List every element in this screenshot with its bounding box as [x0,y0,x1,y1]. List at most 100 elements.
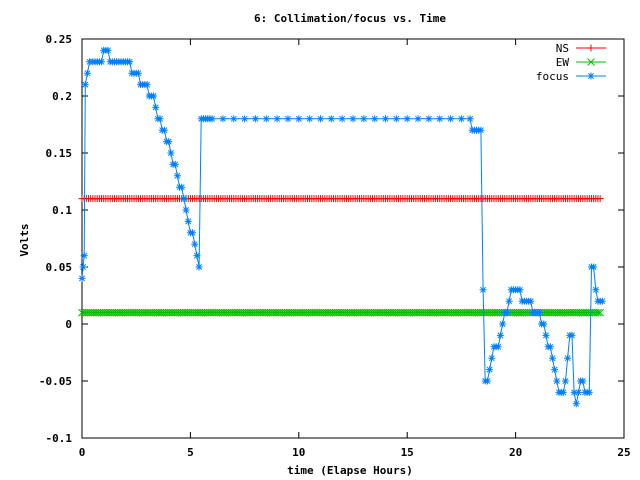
data-point [382,115,390,123]
data-point [553,377,561,385]
data-point [208,115,216,123]
data-point [579,377,587,385]
data-point [83,69,91,77]
data-point [551,366,559,374]
data-point [425,115,433,123]
data-point [371,115,379,123]
data-point [503,309,511,317]
y-tick-label: 0.05 [46,261,73,274]
x-tick-label: 5 [187,446,194,459]
data-point [160,126,168,134]
data-point [349,115,357,123]
data-point [306,115,314,123]
series-ns [78,195,604,203]
data-point [570,388,578,396]
y-tick-label: -0.05 [39,375,72,388]
data-point [165,138,173,146]
series-focus [78,46,606,408]
data-point [178,183,186,191]
data-point [548,354,556,362]
data-point [171,160,179,168]
legend-label-focus: focus [536,70,569,83]
data-point [447,115,455,123]
x-axis-label: time (Elapse Hours) [287,464,413,477]
data-point [527,297,535,305]
data-point [126,58,134,66]
data-point [466,115,474,123]
legend-marker-ew [587,58,595,66]
data-point [596,195,604,203]
data-point [414,115,422,123]
data-point [143,81,151,89]
data-point [572,400,580,408]
data-point [392,115,400,123]
data-point [496,331,504,339]
y-tick-label: 0.1 [52,204,72,217]
data-point [457,115,465,123]
data-point [483,377,491,385]
data-point [561,377,569,385]
data-point [156,115,164,123]
data-point [535,309,543,317]
legend-label-ns: NS [556,42,569,55]
plot-border [81,38,625,439]
data-point [173,172,181,180]
data-point [559,388,567,396]
y-tick-label: 0.15 [46,147,73,160]
data-point [590,263,598,271]
series-layer [78,46,606,408]
data-point [598,297,606,305]
data-point [488,354,496,362]
data-point [134,69,142,77]
data-point [251,115,259,123]
data-point [486,366,494,374]
data-point [180,195,188,203]
data-point [284,115,292,123]
data-point [79,263,87,271]
legend-marker-ns [587,44,595,52]
data-point [338,115,346,123]
x-tick-label: 20 [509,446,522,459]
data-point [195,263,203,271]
data-point [477,126,485,134]
y-tick-label: 0.2 [52,90,72,103]
data-point [574,388,582,396]
data-point [542,331,550,339]
data-point [316,115,324,123]
plot-frame [81,38,625,439]
data-point [505,297,513,305]
data-point [98,58,106,66]
y-axis: -0.1 -0.05 0 0.05 0.1 0.15 0.2 0.25 [39,33,624,445]
data-point [230,115,238,123]
data-point [189,229,197,237]
data-point [546,343,554,351]
data-point [167,149,175,157]
chart-title: 6: Collimation/focus vs. Time [254,12,446,25]
data-point [540,320,548,328]
data-point [78,274,86,282]
data-point [494,343,502,351]
data-point [273,115,281,123]
data-point [184,217,192,225]
data-point [594,308,602,317]
data-point [360,115,368,123]
x-axis: 0 5 10 15 20 25 [79,39,631,459]
data-point [516,286,524,294]
y-tick-label: 0.25 [46,33,73,46]
x-tick-label: 0 [79,446,86,459]
x-tick-label: 15 [401,446,414,459]
data-point [219,115,227,123]
data-point [327,115,335,123]
y-tick-label: 0 [65,318,72,331]
data-point [564,354,572,362]
data-point [499,320,507,328]
data-point [403,115,411,123]
data-point [152,103,160,111]
series-ew [78,308,605,317]
y-axis-label: Volts [18,223,31,256]
data-point [182,206,190,214]
data-point [81,81,89,89]
data-point [191,240,199,248]
data-point [568,331,576,339]
x-tick-label: 25 [617,446,630,459]
